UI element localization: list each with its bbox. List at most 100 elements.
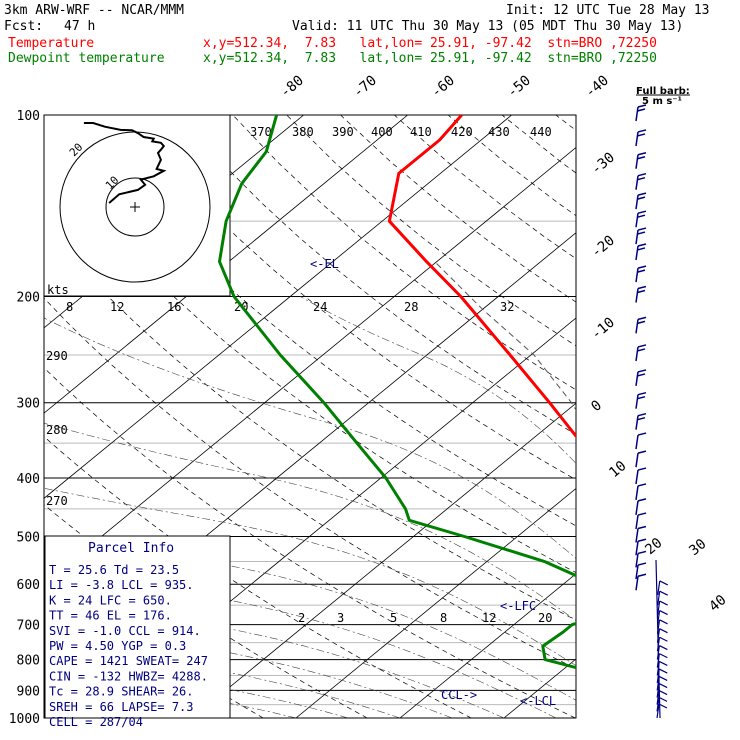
wind-barb-flag <box>637 562 647 566</box>
isotherm-line <box>295 487 576 718</box>
dewpoint-line <box>218 115 576 670</box>
wind-barb <box>656 703 668 719</box>
wind-barb-flag <box>658 690 668 696</box>
wind-barb <box>635 525 647 543</box>
temperature-tick-label: 0 <box>588 397 605 415</box>
valid-time: Valid: 11 UTC Thu 30 May 13 (05 MDT Thu … <box>292 19 684 34</box>
wind-barb-flag <box>637 192 647 196</box>
wind-barb <box>635 432 647 450</box>
isotherm-line <box>503 658 576 718</box>
wind-barb-flag <box>658 696 668 702</box>
wind-barb-flag <box>637 108 646 112</box>
dry-adiabat-label: 280 <box>46 423 68 437</box>
wind-barb-flag <box>637 231 646 235</box>
dry-adiabat-line <box>124 115 576 481</box>
pressure-tick-label: 200 <box>17 291 40 306</box>
wind-barb-flag <box>659 645 668 651</box>
temperature-tick-label: 10 <box>606 458 629 481</box>
mixing-ratio-label: 12 <box>482 611 496 625</box>
pressure-tick-label: 300 <box>17 397 40 412</box>
temperature-tick-label: 40 <box>706 592 729 615</box>
pressure-tick-label: 500 <box>17 530 40 545</box>
dry-adiabat-line <box>555 115 576 131</box>
pressure-tick-label: 600 <box>17 578 40 593</box>
wind-barb-flag <box>637 512 647 516</box>
wind-barb-staff <box>635 415 639 430</box>
parcel-info-row: SVI = -1.0 CCL = 914. <box>49 624 201 638</box>
wind-barb-staff <box>635 245 639 261</box>
wind-barb-flag <box>637 172 647 177</box>
parcel-info-row: T = 25.6 Td = 23.5 <box>49 563 179 577</box>
wind-barb-flag <box>637 412 647 417</box>
wind-barb <box>635 573 647 591</box>
parcel-info-title: Parcel Info <box>88 541 174 556</box>
temperature-tick-label: -40 <box>582 73 612 102</box>
wind-barb-staff <box>635 229 639 245</box>
moist-adiabat-line <box>44 422 576 621</box>
dry-adiabat-line <box>178 115 576 435</box>
wind-barb-flag <box>637 210 647 214</box>
isotherm-line <box>608 115 740 718</box>
pressure-tick-label: 100 <box>17 109 40 124</box>
pressure-tick-label: 1000 <box>9 712 40 727</box>
isotherm-line <box>399 573 576 718</box>
hodograph-ring <box>105 177 165 237</box>
temperature-tick-label: -80 <box>277 73 307 102</box>
wind-barb-staff <box>635 346 639 362</box>
dry-adiabat-line <box>717 115 740 718</box>
wind-barb-staff <box>635 453 639 468</box>
wind-barb-flag <box>659 660 668 666</box>
wind-barbs <box>635 104 669 719</box>
wind-barb-flag <box>637 369 647 373</box>
parcel-info-box: Parcel Info T = 25.6 Td = 23.5LI = -3.8 L… <box>44 535 231 729</box>
parcel-info-row: LI = -3.8 LCL = 935. <box>49 578 194 592</box>
ccl-label: CCL-> <box>441 688 477 702</box>
wind-barb-flag <box>658 668 668 674</box>
temperature-location-info: x,y=512.34, 7.83 lat,lon= 25.91, -97.42 … <box>203 36 657 51</box>
barb-legend-title: Full barb: <box>636 86 690 97</box>
wind-barb-flag <box>637 344 647 348</box>
wind-barb-flag <box>659 580 669 586</box>
isotherm-line <box>44 115 408 414</box>
wind-barb-staff <box>635 576 639 591</box>
wind-barb <box>635 467 647 485</box>
wind-barb-staff <box>635 553 639 568</box>
wind-barb <box>657 600 668 616</box>
wind-barb-staff <box>656 697 660 712</box>
theta-e-label: 370 <box>250 125 272 139</box>
mixing-ratio-label: 20 <box>538 611 552 625</box>
wind-barb <box>635 369 647 387</box>
wind-barb-flag <box>637 550 647 555</box>
wind-barb-flag <box>637 104 647 108</box>
mixing-ratio-label: 16 <box>167 300 181 314</box>
moist-adiabat-line <box>44 572 557 718</box>
wind-barb-flag <box>637 416 646 421</box>
wind-barb-flag <box>637 247 646 251</box>
wind-barb-flag <box>637 573 647 577</box>
theta-e-label: 380 <box>292 125 314 139</box>
wind-barb-staff <box>635 131 639 147</box>
mixing-ratio-label: 5 <box>390 611 397 625</box>
temperature-tick-label: 20 <box>642 535 665 558</box>
wind-barb-axis <box>655 559 661 719</box>
parcel-info-row: TT = 46 EL = 176. <box>49 609 172 623</box>
pressure-tick-label: 700 <box>17 619 40 634</box>
wind-barb <box>635 538 647 556</box>
el-label: <-EL <box>310 257 339 271</box>
parcel-info-row: Tc = 28.9 SHEAR= 26. <box>49 685 194 699</box>
wind-barb-flag <box>637 395 646 400</box>
hodograph-frame <box>43 114 231 297</box>
wind-barb <box>635 152 647 169</box>
wind-barb <box>635 172 647 190</box>
wind-barb <box>635 104 647 122</box>
wind-barb-flag <box>637 525 647 530</box>
pressure-tick-label: 400 <box>17 472 40 487</box>
wind-barb-flag <box>637 373 646 377</box>
dry-adiabat-line <box>610 115 740 718</box>
wind-barb-staff <box>657 591 661 606</box>
pressure-tick-label: 900 <box>17 684 40 699</box>
wind-barb <box>635 562 647 580</box>
dewpoint-legend-label: Dewpoint temperature <box>8 51 165 66</box>
dry-adiabat-line <box>232 115 576 391</box>
wind-barb-staff <box>635 371 639 387</box>
